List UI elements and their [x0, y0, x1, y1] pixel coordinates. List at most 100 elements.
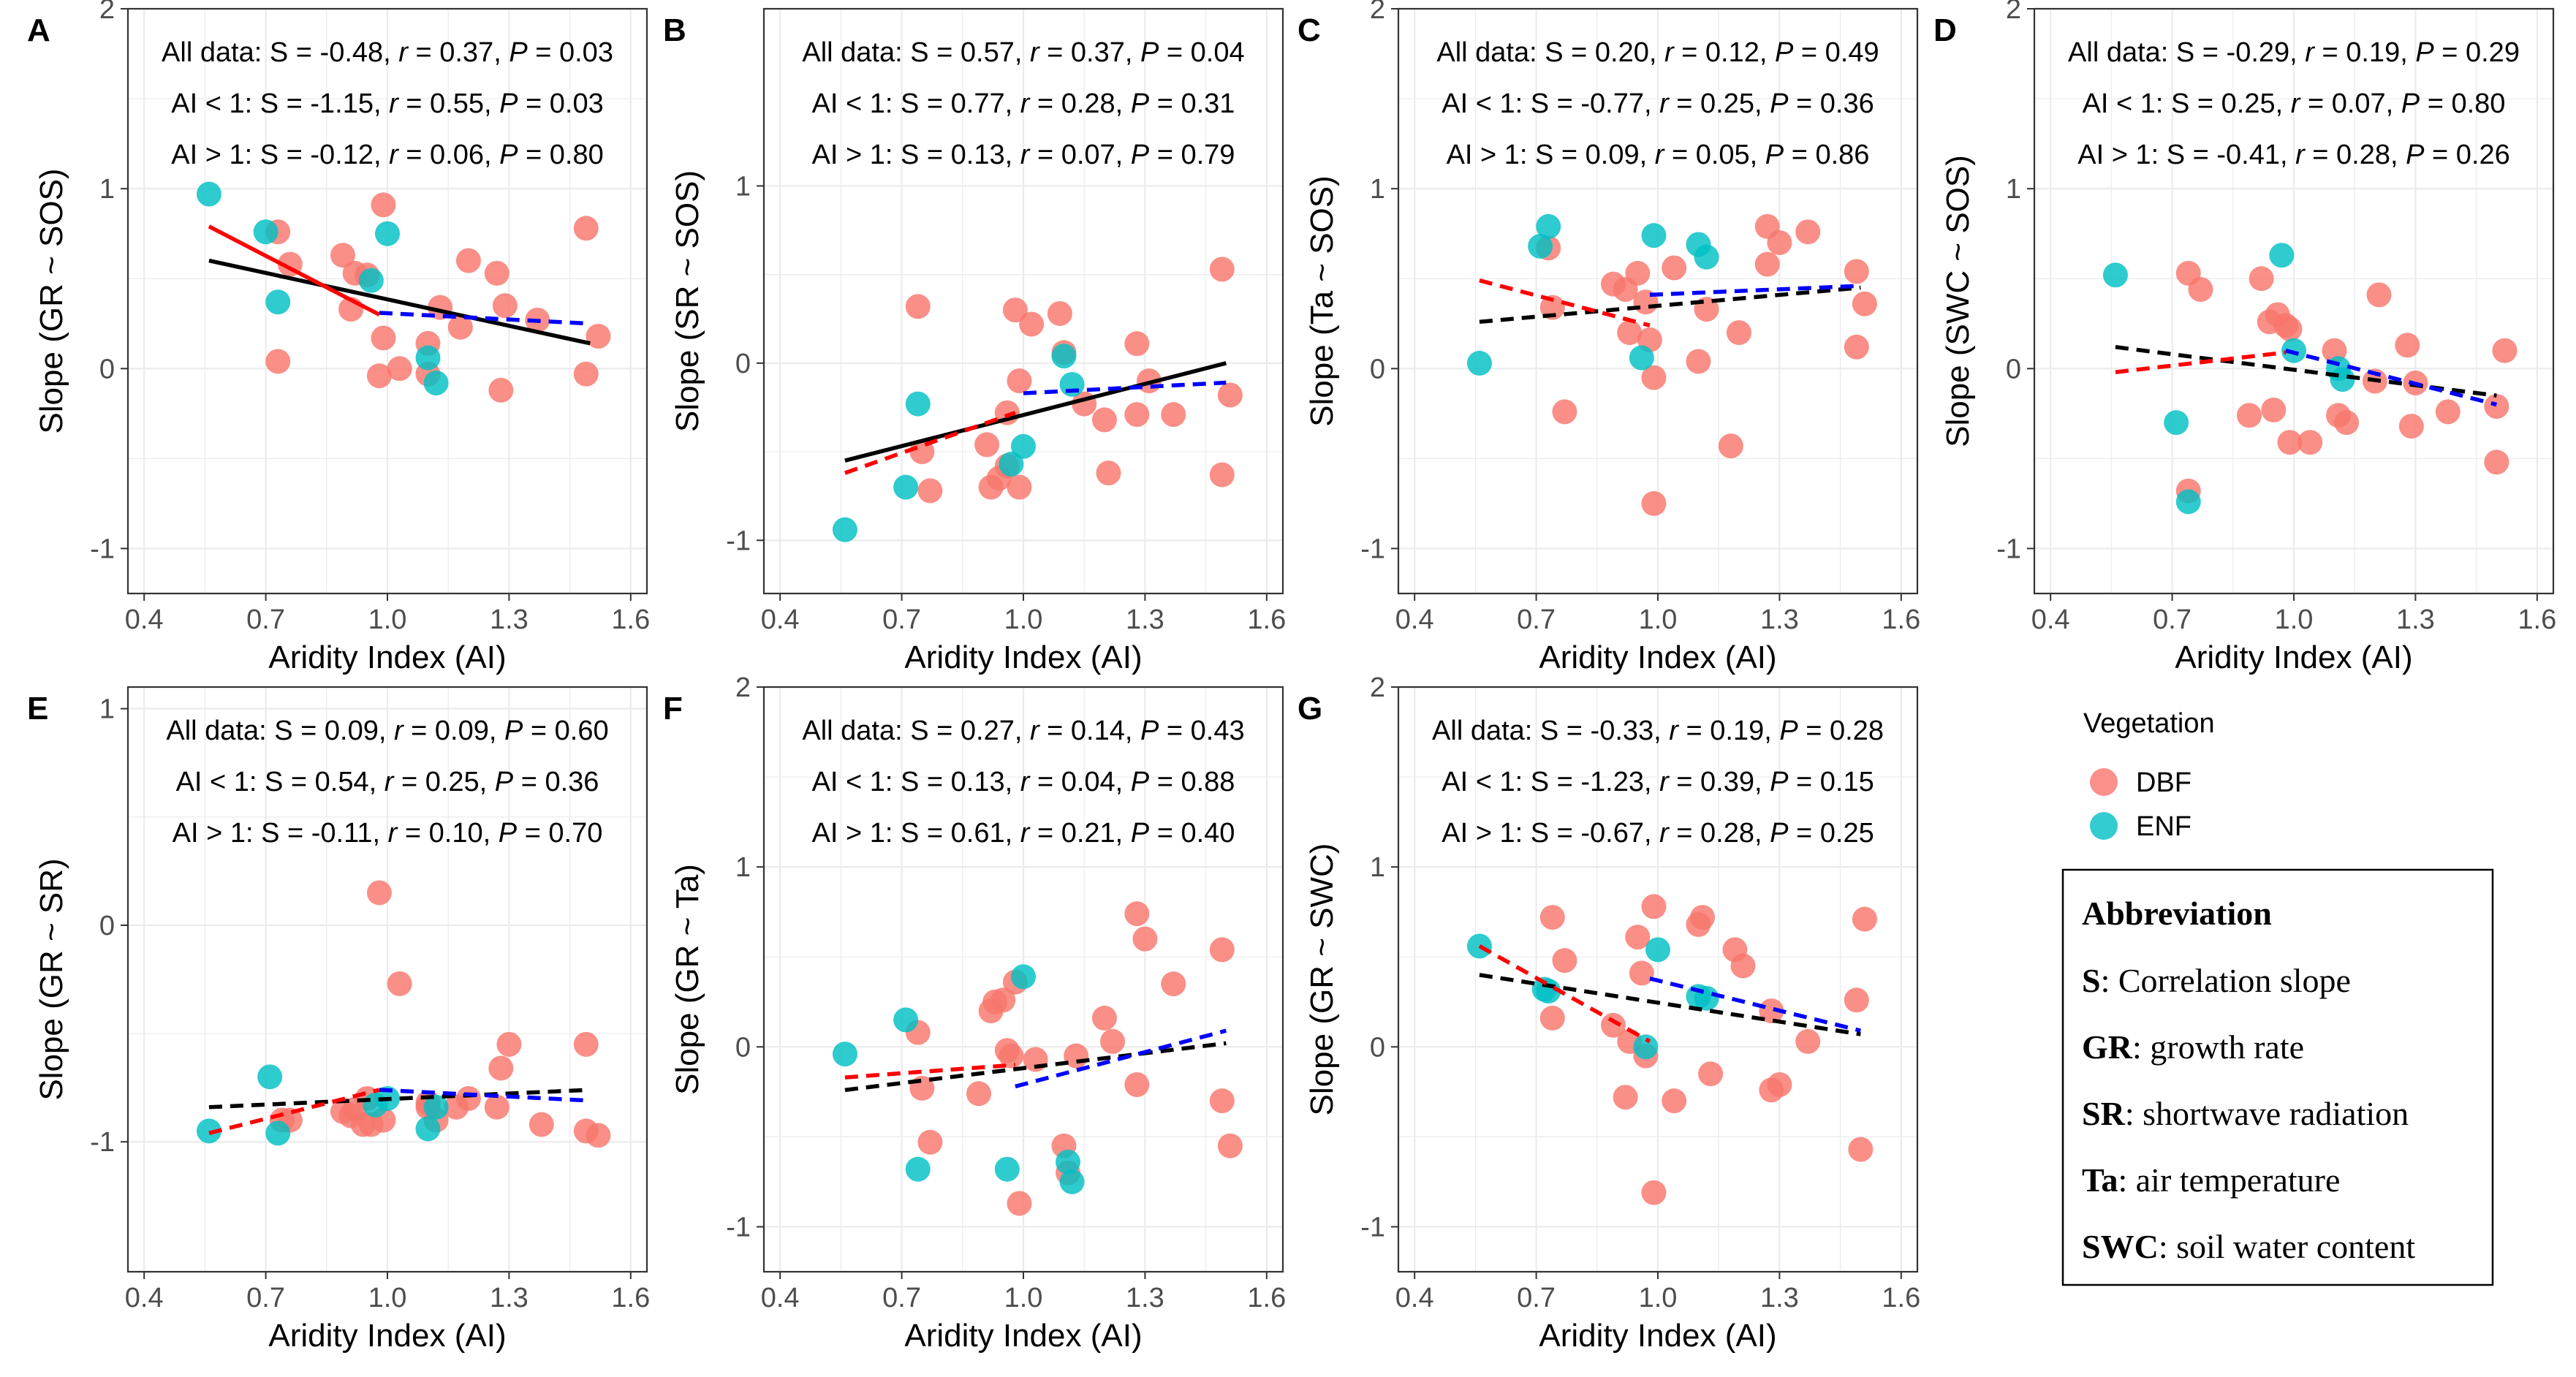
x-axis-title: Aridity Index (AI): [1539, 1318, 1776, 1354]
stats-text: = 0.49: [1793, 37, 1879, 68]
data-point-enf: [1633, 1034, 1659, 1060]
stats-symbol: r: [1030, 716, 1040, 746]
x-tick-label: 0.4: [125, 604, 164, 635]
plot-frame: [762, 7, 1284, 595]
x-axis-title: Aridity Index (AI): [268, 1318, 506, 1354]
data-point-dbf: [366, 363, 392, 389]
data-point-enf: [415, 345, 441, 371]
data-point-enf: [1694, 244, 1719, 270]
panel-f: 0.4 0.7 1.0 1.3 1.6 -1 0 1 2 All data: S = 0.27, …: [663, 672, 1286, 1354]
data-point-dbf: [1047, 300, 1072, 326]
data-point-dbf: [2334, 410, 2360, 436]
stats-text: = 0.86: [1784, 140, 1869, 170]
x-axis-title: Aridity Index (AI): [904, 640, 1142, 675]
data-point-dbf: [1019, 311, 1045, 337]
stats-line: All data: S = -0.29, r = 0.19, P = 0.29: [2068, 37, 2520, 68]
plot-frame: [1397, 7, 1919, 595]
plot-frame: [1397, 686, 1919, 1273]
stats-line: AI > 1: S = -0.11, r = 0.10, P = 0.70: [173, 818, 603, 849]
fit-line-all: [1479, 973, 1861, 1036]
stats-symbol: P: [2415, 37, 2434, 68]
legend-label-enf: ENF: [2136, 811, 2192, 842]
data-point-dbf: [573, 361, 599, 387]
x-tick-label: 1.6: [1882, 604, 1920, 635]
data-point-dbf: [488, 377, 514, 403]
data-point-dbf: [1754, 251, 1780, 277]
data-point-enf: [1466, 350, 1492, 376]
data-point-dbf: [2297, 430, 2323, 455]
y-tick-label: -1: [1360, 534, 1385, 564]
stats-text: = 0.37,: [408, 37, 509, 68]
stats-text: = 0.03: [518, 88, 603, 119]
x-tick-label: 0.4: [761, 604, 800, 635]
abbreviation-term: SWC: [2082, 1228, 2159, 1265]
data-point-enf: [1645, 937, 1670, 963]
y-axis-title: Slope (Ta ~ SOS): [1304, 175, 1340, 427]
stats-line: AI > 1: S = 0.13, r = 0.07, P = 0.79: [812, 140, 1235, 170]
x-tick-label: 1.3: [1760, 604, 1799, 635]
fit-line-ai-lt-1: [1479, 278, 1651, 327]
data-point-dbf: [1844, 987, 1869, 1013]
y-tick-label: 1: [735, 852, 751, 883]
data-point-dbf: [1552, 948, 1577, 974]
stats-symbol: r: [388, 818, 398, 849]
data-point-dbf: [1600, 1012, 1626, 1038]
y-tick-label: -1: [726, 1212, 751, 1243]
stats-text: = 0.39,: [1669, 767, 1770, 797]
stats-text: All data: S = 0.09,: [166, 716, 394, 746]
data-point-dbf: [1844, 334, 1869, 360]
y-tick-label: -1: [90, 534, 115, 564]
x-tick-label: 1.0: [1639, 604, 1678, 635]
data-point-dbf: [1662, 1088, 1687, 1114]
x-axis-title: Aridity Index (AI): [268, 640, 506, 675]
fit-line-ai-gt-1: [1649, 284, 1861, 297]
stats-symbol: r: [389, 88, 399, 119]
data-point-enf: [832, 1042, 857, 1067]
stats-symbol: P: [1131, 767, 1150, 797]
data-point-enf: [2164, 410, 2189, 436]
stats-symbol: P: [495, 767, 514, 797]
stats-symbol: r: [384, 767, 395, 797]
data-point-enf: [1011, 433, 1036, 459]
data-point-dbf: [2277, 430, 2303, 455]
x-tick-label: 0.7: [2153, 604, 2192, 635]
y-tick-label: 0: [2006, 354, 2021, 384]
y-tick-label: -1: [1996, 534, 2021, 564]
stats-text: = 0.55,: [398, 88, 499, 119]
stats-text: All data: S = 0.27,: [802, 716, 1030, 746]
data-point-enf: [1056, 1149, 1081, 1175]
data-point-dbf: [1690, 905, 1716, 930]
y-tick-label: 0: [1370, 1032, 1385, 1063]
data-point-dbf: [1662, 255, 1687, 281]
y-axis-title: Slope (GR ~ SWC): [1304, 843, 1340, 1116]
data-point-dbf: [1730, 953, 1756, 979]
stats-text: = 0.36: [513, 767, 599, 797]
y-axis-title: Slope (SWC ~ SOS): [1940, 155, 1976, 447]
x-tick-label: 0.7: [246, 1283, 285, 1313]
data-point-dbf: [1161, 402, 1186, 428]
data-point-dbf: [1007, 368, 1032, 394]
data-point-dbf: [999, 1043, 1024, 1069]
x-tick-label: 0.7: [246, 604, 285, 635]
stats-symbol: r: [389, 140, 399, 170]
legend-title: Vegetation: [2083, 708, 2215, 739]
fit-line-ai-gt-1: [1649, 976, 1862, 1033]
y-tick-label: -1: [1360, 1212, 1385, 1243]
stats-text: AI > 1: S = -0.41,: [2077, 140, 2295, 170]
data-point-dbf: [974, 432, 1000, 458]
stats-text: AI < 1: S = -1.15,: [171, 88, 389, 119]
stats-symbol: P: [1770, 818, 1789, 849]
abbreviation-item: GR: growth rate: [2082, 1028, 2304, 1066]
fit-line-ai-lt-1: [844, 1063, 1016, 1080]
fit-line-ai-gt-1: [379, 311, 591, 326]
x-tick-label: 1.6: [1882, 1283, 1920, 1313]
stats-text: = 0.04,: [1029, 767, 1130, 797]
stats-line: AI > 1: S = -0.67, r = 0.28, P = 0.25: [1442, 818, 1874, 849]
stats-text: AI < 1: S = 0.77,: [812, 88, 1020, 119]
x-tick-label: 1.3: [1126, 604, 1164, 635]
data-point-dbf: [2249, 266, 2274, 292]
x-tick-label: 0.4: [125, 1283, 164, 1313]
stats-text: AI > 1: S = -0.11,: [173, 818, 388, 849]
stats-text: = 0.36: [1788, 88, 1874, 119]
data-point-enf: [1051, 344, 1077, 369]
